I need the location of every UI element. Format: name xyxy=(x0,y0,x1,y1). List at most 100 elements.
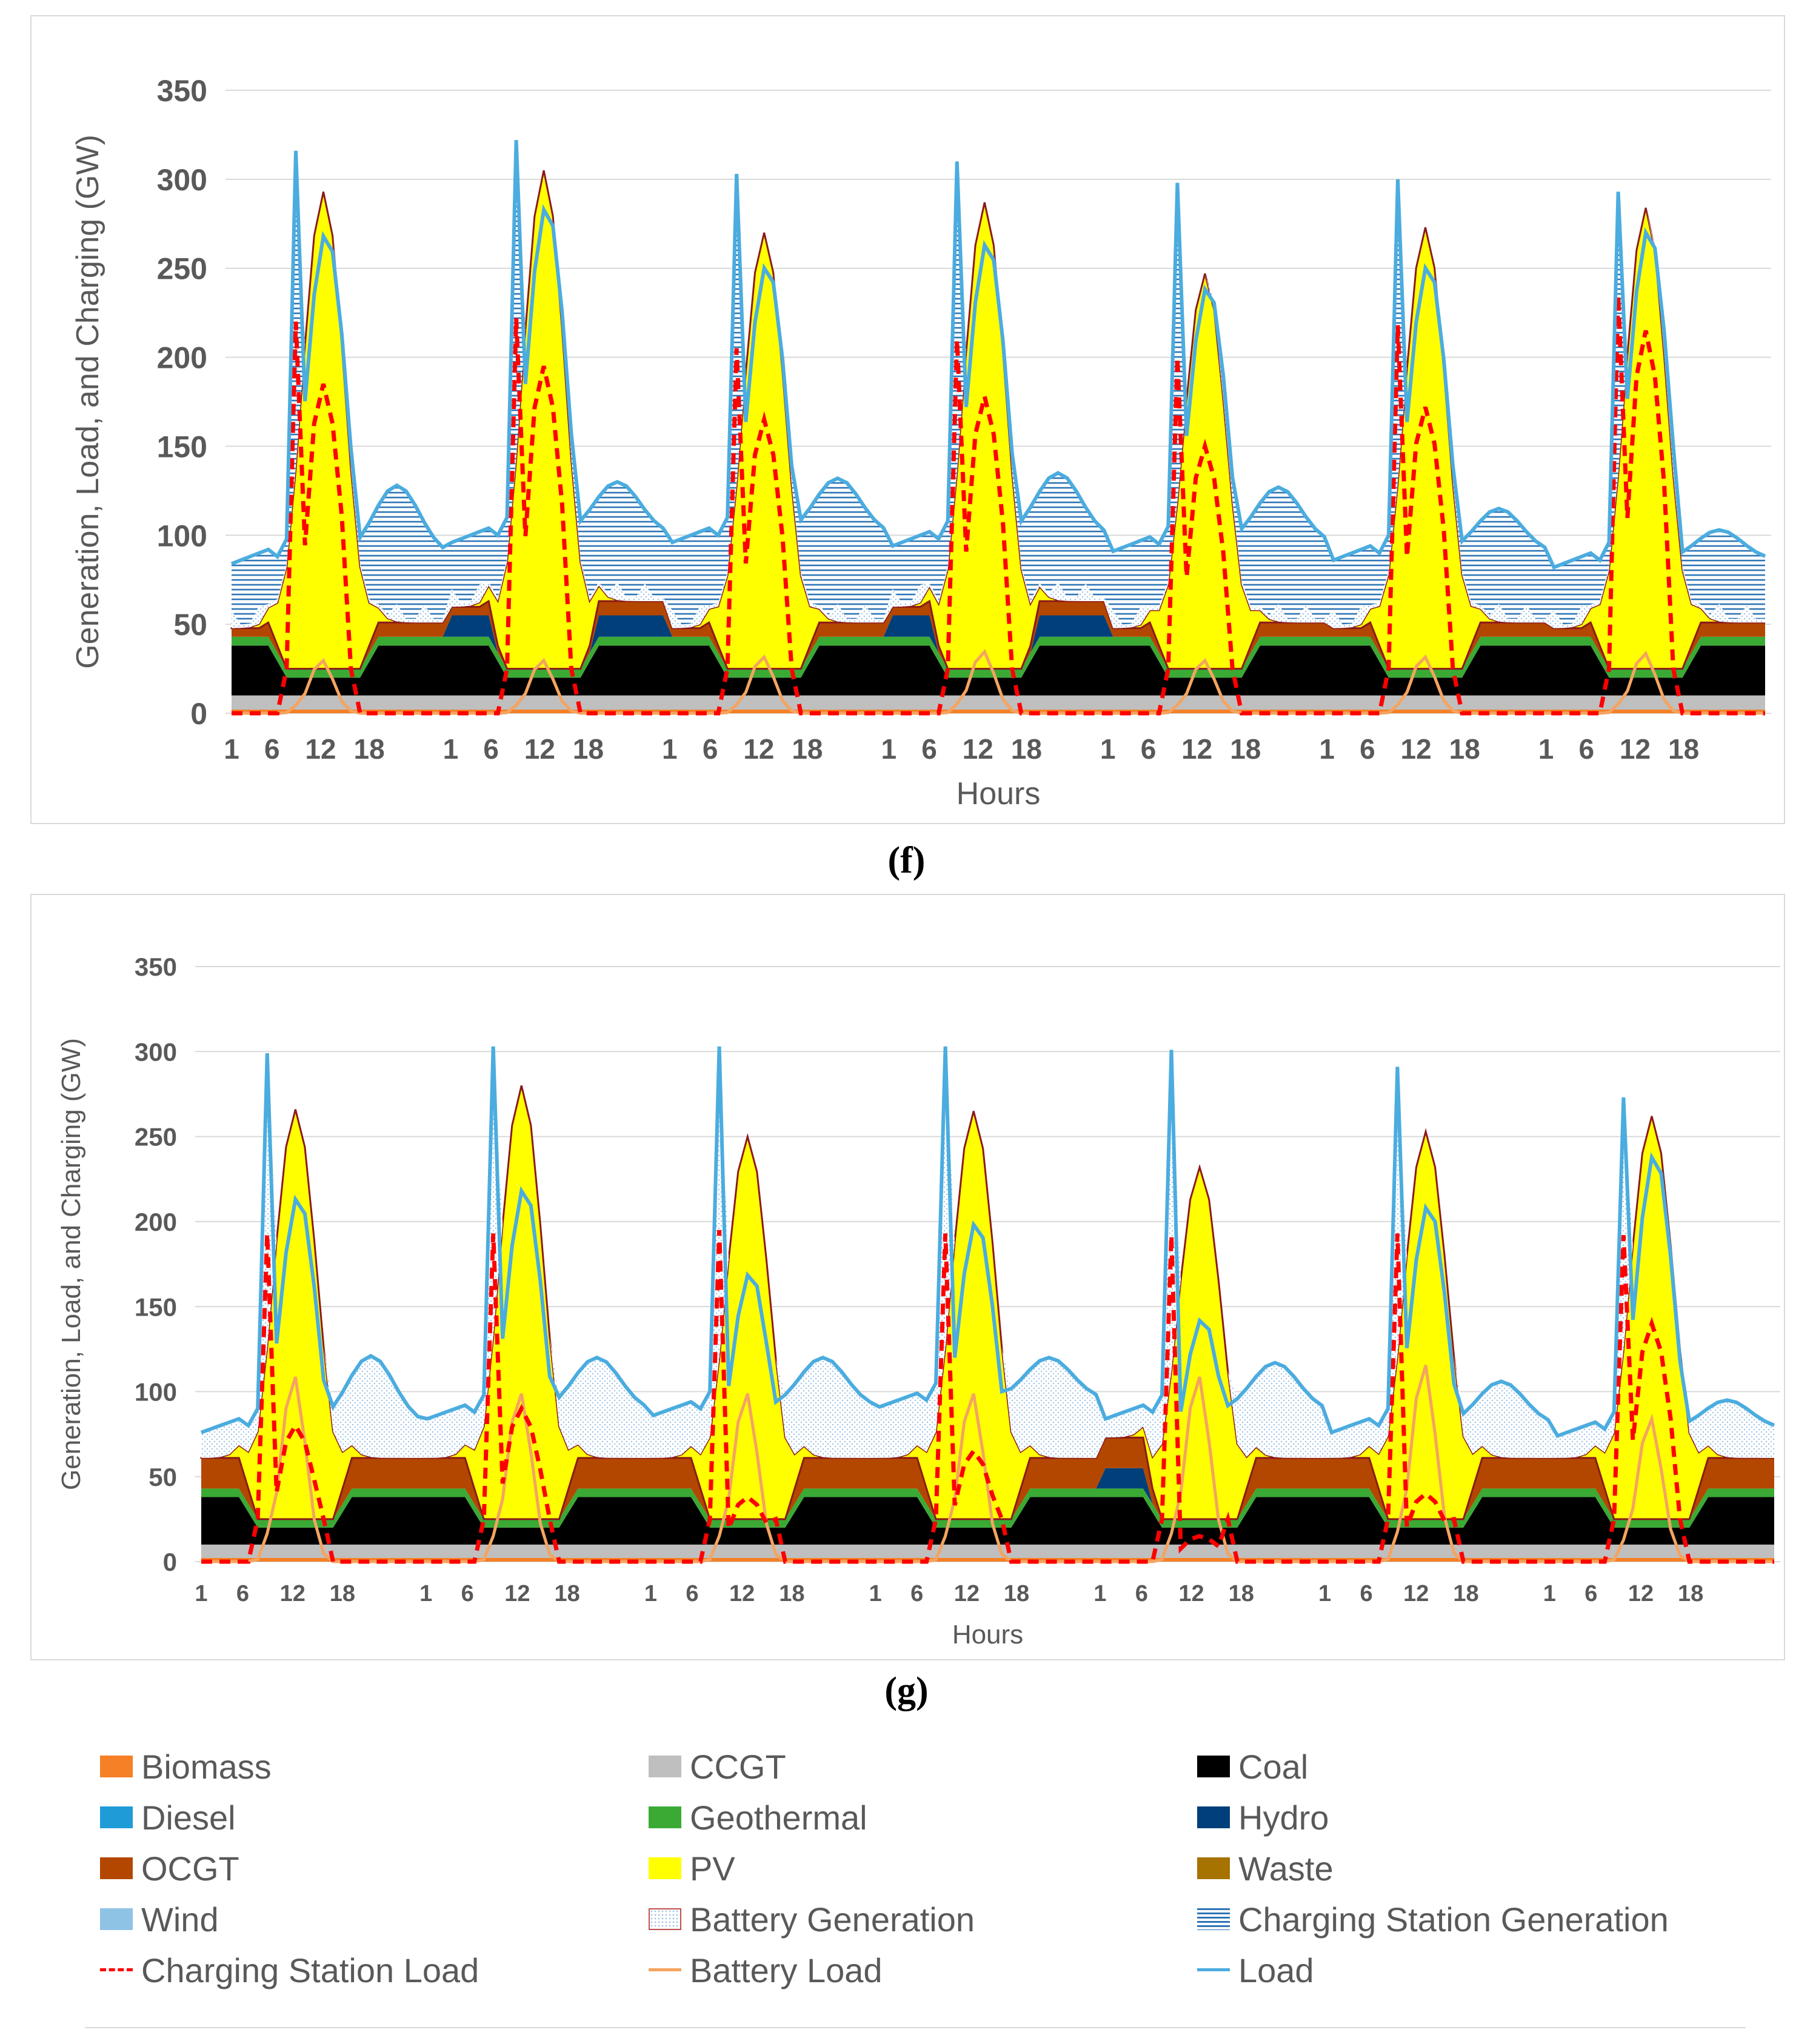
x-tick-label: 12 xyxy=(280,1581,306,1606)
x-tick-label: 12 xyxy=(1178,1581,1204,1606)
legend-item-load: Load xyxy=(1197,1949,1314,1991)
legend-swatch-ocgt xyxy=(100,1857,133,1879)
legend-item-battery-generation: Battery Generation xyxy=(649,1898,975,1940)
load-line xyxy=(230,140,1766,570)
x-tick-label: 1 xyxy=(195,1581,207,1606)
legend-label: Charging Station Generation xyxy=(1238,1900,1669,1939)
legend-swatch-waste xyxy=(1197,1857,1230,1879)
x-tick-label: 6 xyxy=(1584,1581,1597,1606)
x-tick-label: 12 xyxy=(1403,1581,1429,1606)
chart-panel-g: 0 50 100 150 200 250 300 350 1 6 12 18 1 6 12 18 1 6 12 18 1… xyxy=(30,894,1785,1660)
x-tick-label: 1 xyxy=(443,733,459,765)
y-tick-label: 300 xyxy=(157,163,207,197)
y-tick-label: 150 xyxy=(157,430,207,464)
panel-label-f: (f) xyxy=(887,840,926,881)
y-tick-label: 50 xyxy=(149,1463,177,1491)
x-tick-label: 18 xyxy=(353,733,384,765)
x-tick-label: 18 xyxy=(1449,733,1480,765)
legend-swatch-geothermal xyxy=(649,1806,681,1828)
legend-item-coal: Coal xyxy=(1197,1745,1308,1788)
x-tick-label: 18 xyxy=(1004,1581,1029,1606)
y-tick-label: 250 xyxy=(157,252,207,286)
x-tick-label: 18 xyxy=(1229,1581,1254,1606)
y-axis-label: Generation, Load, and Charging (GW) xyxy=(70,135,105,669)
y-tick-label: 100 xyxy=(157,519,207,553)
y-tick-label: 100 xyxy=(135,1378,177,1406)
legend-swatch-pv xyxy=(649,1857,681,1879)
x-tick-label: 1 xyxy=(1538,733,1554,765)
legend-item-diesel: Diesel xyxy=(100,1796,236,1839)
y-tick-label: 50 xyxy=(173,608,207,642)
legend-item-ocgt: OCGT xyxy=(100,1847,239,1889)
x-tick-label: 6 xyxy=(1579,733,1595,765)
y-tick-label: 150 xyxy=(135,1293,177,1321)
chart-g-svg: 0 50 100 150 200 250 300 350 1 6 12 18 1 6 12 18 1 6 12 18 1… xyxy=(56,953,1780,1650)
legend-label: Waste xyxy=(1238,1849,1334,1888)
x-tick-label: 12 xyxy=(1620,733,1651,765)
x-tick-label: 18 xyxy=(1453,1581,1478,1606)
x-tick-label: 12 xyxy=(1181,733,1212,765)
panel-label-g: (g) xyxy=(884,1670,929,1711)
legend-swatch-coal xyxy=(1197,1756,1230,1777)
x-tick-label: 18 xyxy=(1230,733,1261,765)
legend-label: Biomass xyxy=(141,1747,272,1786)
battery-generation-area xyxy=(201,1046,1774,1458)
legend-swatch-hydro xyxy=(1197,1806,1230,1828)
legend-swatch-biomass xyxy=(100,1756,133,1777)
charging-station-load-line xyxy=(232,295,1765,716)
legend-item-charging-station-load: Charging Station Load xyxy=(100,1949,479,1991)
x-tick-label: 12 xyxy=(963,733,993,765)
x-tick-label: 18 xyxy=(330,1581,355,1606)
y-axis-label: Generation, Load, and Charging (GW) xyxy=(56,1038,86,1490)
legend-item-hydro: Hydro xyxy=(1197,1796,1329,1839)
x-tick-label: 18 xyxy=(1668,733,1699,765)
legend-swatch-charging-station-load xyxy=(100,1959,133,1981)
legend-label: Load xyxy=(1238,1951,1314,1989)
legend-label: Battery Load xyxy=(690,1951,883,1989)
legend-item-biomass: Biomass xyxy=(100,1745,272,1788)
legend-item-waste: Waste xyxy=(1197,1847,1334,1889)
x-tick-label: 1 xyxy=(662,733,678,765)
legend-label: Wind xyxy=(141,1900,219,1939)
legend-swatch-charging-station-generation xyxy=(1197,1908,1230,1930)
x-tick-label: 18 xyxy=(1678,1581,1703,1606)
x-tick-label: 1 xyxy=(869,1581,882,1606)
y-tick-label: 350 xyxy=(135,953,177,981)
x-tick-label: 12 xyxy=(729,1581,755,1606)
x-tick-label: 12 xyxy=(954,1581,980,1606)
y-tick-label: 200 xyxy=(157,341,207,375)
x-tick-label: 6 xyxy=(1141,733,1157,765)
legend-label: Geothermal xyxy=(690,1798,867,1837)
charging-station-load-line xyxy=(201,1230,1774,1564)
legend-label: Charging Station Load xyxy=(141,1951,479,1989)
legend-swatch-wind xyxy=(100,1908,133,1930)
chart-panel-f: 0 50 100 150 200 250 300 350 1 6 12 18 1 6 12 18 1 6 12 18 1… xyxy=(30,15,1785,824)
legend-swatch-battery-generation xyxy=(649,1908,681,1930)
x-tick-label: 1 xyxy=(224,733,239,765)
coal-area xyxy=(201,1497,1774,1545)
bottom-divider xyxy=(85,2027,1746,2028)
x-tick-label: 18 xyxy=(554,1581,579,1606)
y-tick-label: 200 xyxy=(135,1208,177,1236)
legend-swatch-ccgt xyxy=(649,1756,681,1777)
legend-swatch-battery-load xyxy=(649,1959,681,1981)
x-tick-label: 6 xyxy=(1360,1581,1373,1606)
x-tick-label: 6 xyxy=(236,1581,249,1606)
hydro-area xyxy=(232,615,1765,669)
x-tick-label: 6 xyxy=(1360,733,1375,765)
battery-load-line xyxy=(232,648,1765,715)
x-tick-label: 1 xyxy=(1318,1581,1331,1606)
x-tick-label: 6 xyxy=(483,733,499,765)
x-tick-label: 1 xyxy=(419,1581,432,1606)
legend-label: Diesel xyxy=(141,1798,236,1837)
legend-swatch-load xyxy=(1197,1959,1230,1981)
x-tick-label: 12 xyxy=(1400,733,1431,765)
y-tick-label: 0 xyxy=(163,1548,177,1576)
legend-swatch-diesel xyxy=(100,1806,133,1828)
x-tick-label: 6 xyxy=(703,733,718,765)
legend-label: Coal xyxy=(1238,1747,1309,1786)
x-tick-label: 6 xyxy=(921,733,937,765)
x-tick-label: 1 xyxy=(1319,733,1335,765)
y-tick-label: 350 xyxy=(157,74,207,108)
x-axis-label: Hours xyxy=(957,776,1041,811)
